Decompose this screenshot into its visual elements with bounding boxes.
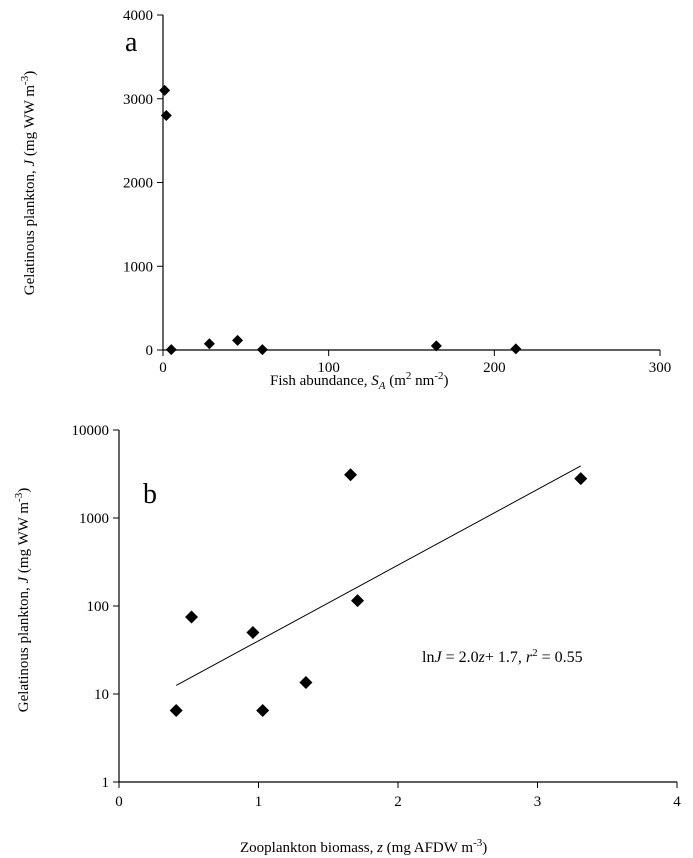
panel-b-data-point bbox=[344, 468, 358, 482]
panel-a-y-tick-label: 0 bbox=[146, 343, 154, 359]
panel-a-x-tick-label: 200 bbox=[483, 360, 506, 376]
panel-a-x-tick-label: 100 bbox=[317, 360, 340, 376]
panel-b-x-tick-label: 0 bbox=[115, 794, 123, 810]
panel-b-data-point bbox=[351, 594, 365, 608]
panel-a-y-tick-label: 4000 bbox=[123, 8, 153, 24]
panel-b-y-tick-label: 1 bbox=[102, 775, 110, 791]
panel-b-x-tick-label: 4 bbox=[673, 794, 681, 810]
panel-a-data-point bbox=[232, 334, 244, 346]
panel-a-letter: a bbox=[125, 27, 138, 58]
panel-b-data-point bbox=[246, 625, 260, 639]
panel-a-data-point bbox=[430, 340, 442, 352]
panel-a-data-point bbox=[510, 343, 522, 355]
panel-a-y-tick-label: 3000 bbox=[123, 92, 153, 108]
panel-a-y-tick-label: 2000 bbox=[123, 176, 153, 192]
panel-a-data-point bbox=[203, 338, 215, 350]
panel-b-y-tick-label: 10000 bbox=[72, 423, 110, 439]
panel-a-data-point bbox=[165, 344, 177, 356]
panel-b-y-tick-label: 10 bbox=[94, 687, 109, 703]
panel-a-x-tick-label: 0 bbox=[159, 360, 167, 376]
panel-b-letter: b bbox=[143, 479, 157, 510]
panel-b-data-point bbox=[299, 676, 313, 690]
panel-b-y-tick-label: 1000 bbox=[79, 511, 109, 527]
panel-b-x-tick-label: 1 bbox=[255, 794, 263, 810]
panel-b-fit-line bbox=[175, 465, 581, 686]
panel-b-data-point bbox=[574, 472, 588, 486]
panel-a-x-tick-label: 300 bbox=[649, 360, 672, 376]
panel-b-x-tick-label: 2 bbox=[394, 794, 402, 810]
panel-a-data-point bbox=[160, 110, 172, 121]
panel-b-data-point bbox=[256, 703, 270, 717]
panel-a-points bbox=[159, 84, 522, 356]
panel-b-points bbox=[169, 468, 588, 717]
panel-a-y-tick-label: 1000 bbox=[123, 259, 153, 275]
panel-b-x-label: Zooplankton biomass, z (mg AFDW m-3) bbox=[240, 837, 487, 856]
panel-a-data-point bbox=[159, 84, 171, 96]
panel-b-data-point bbox=[169, 703, 183, 717]
panel-b-y-tick-label: 100 bbox=[87, 599, 110, 615]
panel-a-x-label: Fish abundance, SA (m2 nm-2) bbox=[270, 370, 448, 392]
panel-a-data-point bbox=[256, 344, 268, 356]
panel-b-data-point bbox=[185, 610, 199, 624]
panel-b-y-label: Gelatinous plankton, J (mg WW m-3) bbox=[13, 488, 32, 712]
panel-b-fit-equation: lnJ = 2.0z+ 1.7, r2 = 0.55 bbox=[422, 647, 583, 666]
panel-a-y-label: Gelatinous plankton, J (mg WW m-3) bbox=[19, 71, 38, 295]
panel-b-x-tick-label: 3 bbox=[534, 794, 542, 810]
